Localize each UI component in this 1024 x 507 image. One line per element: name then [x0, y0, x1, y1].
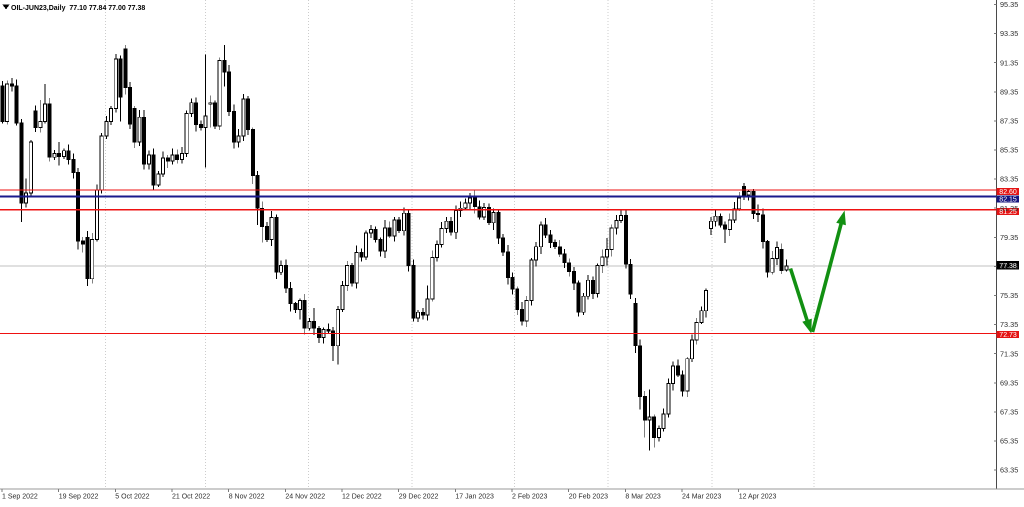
svg-text:93.35: 93.35	[1000, 29, 1018, 38]
svg-text:65.35: 65.35	[1000, 437, 1018, 446]
svg-text:75.35: 75.35	[1000, 291, 1018, 300]
svg-text:69.35: 69.35	[1000, 378, 1018, 387]
svg-text:82.15: 82.15	[999, 196, 1017, 203]
svg-text:67.35: 67.35	[1000, 408, 1018, 417]
svg-text:8 Nov 2022: 8 Nov 2022	[229, 493, 265, 500]
svg-text:81.25: 81.25	[999, 209, 1017, 216]
svg-text:82.60: 82.60	[999, 189, 1017, 196]
svg-text:73.35: 73.35	[1000, 320, 1018, 329]
svg-text:77.35: 77.35	[1000, 262, 1018, 271]
svg-text:1 Sep 2022: 1 Sep 2022	[2, 493, 38, 500]
svg-text:89.35: 89.35	[1000, 87, 1018, 96]
svg-text:72.73: 72.73	[999, 332, 1017, 339]
svg-text:12 Dec 2022: 12 Dec 2022	[342, 493, 382, 500]
svg-text:83.35: 83.35	[1000, 175, 1018, 184]
svg-text:8 Mar 2023: 8 Mar 2023	[625, 493, 661, 500]
svg-text:12 Apr 2023: 12 Apr 2023	[739, 493, 777, 500]
svg-text:87.35: 87.35	[1000, 117, 1018, 126]
svg-text:85.35: 85.35	[1000, 146, 1018, 155]
svg-text:71.35: 71.35	[1000, 349, 1018, 358]
svg-text:24 Mar 2023: 24 Mar 2023	[682, 493, 721, 500]
svg-text:95.35: 95.35	[1000, 0, 1018, 9]
svg-text:5 Oct 2022: 5 Oct 2022	[115, 493, 149, 500]
svg-text:17 Jan 2023: 17 Jan 2023	[455, 493, 494, 500]
svg-text:21 Oct 2022: 21 Oct 2022	[172, 493, 210, 500]
svg-text:77.38: 77.38	[999, 263, 1017, 270]
svg-text:81.35: 81.35	[1000, 204, 1018, 213]
svg-text:63.35: 63.35	[1000, 466, 1018, 475]
svg-text:79.35: 79.35	[1000, 233, 1018, 242]
svg-text:29 Dec 2022: 29 Dec 2022	[399, 493, 439, 500]
svg-text:OIL-JUN23,Daily 77.10 77.84 7: OIL-JUN23,Daily 77.10 77.84 77.00 77.38	[11, 5, 145, 12]
svg-text:19 Sep 2022: 19 Sep 2022	[59, 493, 99, 500]
svg-text:2 Feb 2023: 2 Feb 2023	[512, 493, 548, 500]
svg-text:91.35: 91.35	[1000, 58, 1018, 67]
svg-text:24 Nov 2022: 24 Nov 2022	[285, 493, 325, 500]
svg-text:20 Feb 2023: 20 Feb 2023	[569, 493, 608, 500]
